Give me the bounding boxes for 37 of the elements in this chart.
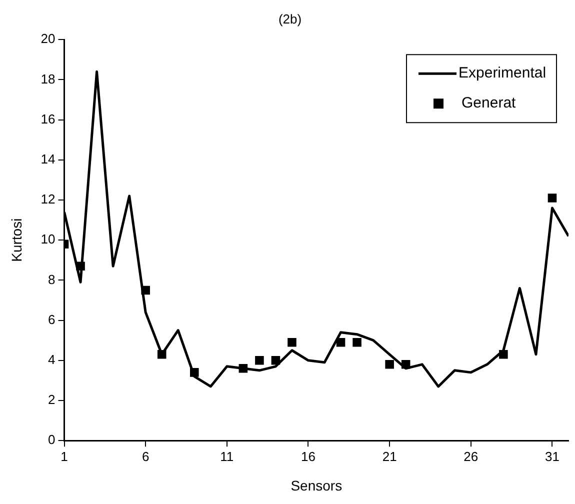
- point: [141, 286, 150, 295]
- point: [336, 338, 346, 347]
- x-axis-title: Sensors: [290, 477, 342, 494]
- x-tick-label: 21: [382, 448, 397, 464]
- y-tick-label: 12: [40, 192, 56, 207]
- y-tick-label: 16: [40, 111, 56, 126]
- point: [271, 356, 280, 365]
- point: [288, 338, 296, 347]
- point: [385, 360, 394, 369]
- y-tick-label: 20: [40, 31, 56, 46]
- y-tick-label: 4: [48, 352, 56, 367]
- x-tick-label: 26: [464, 448, 478, 464]
- x-tick-label: 6: [142, 448, 150, 464]
- point: [548, 194, 557, 202]
- point: [76, 262, 85, 271]
- y-tick-label: 14: [40, 151, 56, 166]
- y-tick-label: 6: [48, 312, 56, 327]
- y-tick-label: 0: [48, 432, 56, 448]
- point: [255, 356, 264, 365]
- legend-label: Generat: [462, 94, 517, 112]
- x-tick-label: 16: [301, 448, 316, 464]
- x-tick-label: 11: [220, 448, 234, 464]
- x-tick-label: 1: [60, 448, 68, 464]
- y-tick-label: 18: [40, 71, 56, 86]
- point: [401, 360, 410, 369]
- point: [190, 368, 199, 377]
- y-axis-title: Kurtosi: [8, 218, 24, 262]
- point: [157, 350, 166, 359]
- x-tick-label: 31: [545, 448, 560, 464]
- y-tick-label: 2: [48, 392, 56, 408]
- point: [352, 338, 362, 347]
- y-tick-label: 8: [48, 272, 56, 287]
- point: [238, 364, 248, 373]
- y-tick-label: 10: [40, 232, 56, 247]
- legend-label: Experimental: [458, 64, 546, 82]
- point: [499, 350, 508, 359]
- chart-title: (2b): [278, 11, 302, 26]
